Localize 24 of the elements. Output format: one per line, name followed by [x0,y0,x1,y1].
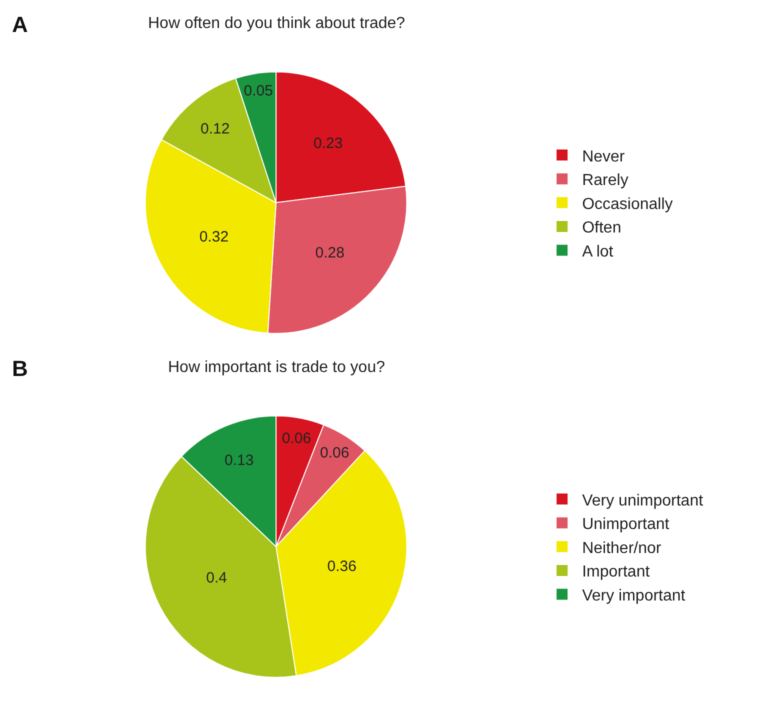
chart-title: How often do you think about trade? [148,15,406,32]
legend-label: Occasionally [582,196,673,213]
legend-label: Very important [582,587,686,604]
data-label: 0.12 [200,120,230,138]
data-label: 0.4 [206,569,227,586]
legend-label: Very unimportant [582,492,704,510]
text: A [12,12,28,37]
legend-label: Neither/nor [582,540,662,557]
data-label: 0.32 [199,228,229,246]
legend-label: A lot [582,243,614,260]
legend-label: Rarely [582,172,628,190]
data-label: 0.06 [282,430,312,447]
data-label: 0.05 [244,82,273,100]
data-label: 0.28 [315,244,344,262]
text: B [12,356,28,381]
chart-title: How important is trade to you? [168,359,386,376]
legend-label: Often [582,220,622,237]
legend-label: Unimportant [582,516,670,534]
legend-label: Important [582,564,650,581]
data-label: 0.23 [313,135,343,152]
data-label: 0.36 [327,558,356,576]
data-label: 0.06 [320,444,350,462]
data-label: 0.13 [224,452,254,469]
legend-label: Never [582,148,626,166]
